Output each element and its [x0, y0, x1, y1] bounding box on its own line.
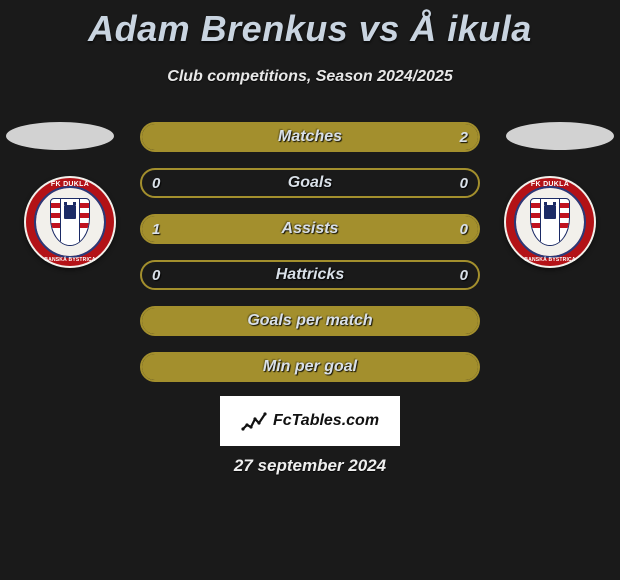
crest-top-text: FK DUKLA	[51, 181, 89, 188]
stat-row: Goals0 0	[140, 168, 480, 198]
fctables-logo[interactable]: FcTables.com	[220, 396, 400, 446]
club-crest-left: FK DUKLA BANSKÁ BYSTRICA	[24, 176, 116, 268]
comparison-rows: Matches2Goals00Assists10Hattricks00Goals…	[140, 122, 480, 398]
stat-label: Min per goal	[142, 354, 478, 380]
crest-top-text: FK DUKLA	[531, 181, 569, 188]
player-left-ellipse	[6, 122, 114, 150]
fctables-logo-icon	[241, 411, 267, 431]
stat-right-value: 0	[460, 262, 468, 288]
stat-right-value: 2	[460, 124, 468, 150]
stat-row: Min per goal	[140, 352, 480, 382]
stat-row: Hattricks0 0	[140, 260, 480, 290]
crest-bottom-text: BANSKÁ BYSTRICA	[524, 257, 575, 263]
crest-bottom-text: BANSKÁ BYSTRICA	[44, 257, 95, 263]
stat-row: Goals per match	[140, 306, 480, 336]
stat-label: Goals per match	[142, 308, 478, 334]
stat-label: Hattricks	[142, 262, 478, 288]
stat-label: Assists	[142, 216, 478, 242]
stat-row: Matches2	[140, 122, 480, 152]
stat-right-value: 0	[460, 216, 468, 242]
stat-left-value: 1	[152, 216, 160, 242]
fctables-logo-text: FcTables.com	[273, 412, 379, 430]
club-crest-right: FK DUKLA BANSKÁ BYSTRICA	[504, 176, 596, 268]
infographic-date: 27 september 2024	[0, 456, 620, 476]
page-title: Adam Brenkus vs Å ikula	[0, 0, 620, 50]
page-subtitle: Club competitions, Season 2024/2025	[0, 68, 620, 86]
stat-left-value: 0	[152, 262, 160, 288]
player-right-ellipse	[506, 122, 614, 150]
stat-label: Matches	[142, 124, 478, 150]
stat-row: Assists1 0	[140, 214, 480, 244]
stat-right-value: 0	[460, 170, 468, 196]
stat-label: Goals	[142, 170, 478, 196]
stat-left-value: 0	[152, 170, 160, 196]
